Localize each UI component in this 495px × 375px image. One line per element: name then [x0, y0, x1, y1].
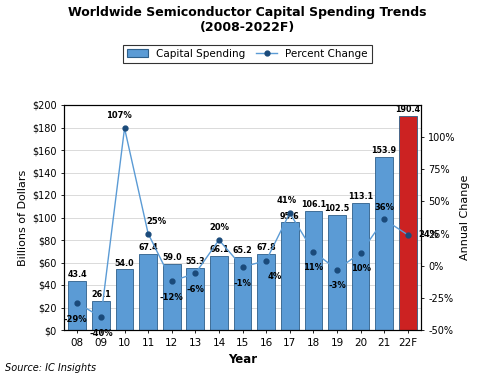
Text: 4%: 4%	[267, 272, 282, 281]
Text: 55.3: 55.3	[186, 257, 205, 266]
Text: 65.2: 65.2	[233, 246, 252, 255]
Bar	[163, 264, 181, 330]
Y-axis label: Billions of Dollars: Billions of Dollars	[18, 170, 28, 266]
Text: 106.1: 106.1	[301, 200, 326, 209]
Text: 24%: 24%	[418, 230, 439, 239]
Text: 10%: 10%	[350, 264, 371, 273]
Text: 41%: 41%	[276, 196, 297, 205]
Bar	[92, 301, 110, 330]
Text: 25%: 25%	[147, 217, 166, 226]
Text: 153.9: 153.9	[372, 146, 396, 155]
Bar	[352, 203, 369, 330]
Bar	[257, 254, 275, 330]
Bar	[281, 222, 298, 330]
Text: 67.8: 67.8	[256, 243, 276, 252]
Text: 54.0: 54.0	[115, 259, 134, 268]
Text: 113.1: 113.1	[348, 192, 373, 201]
Text: Worldwide Semiconductor Capital Spending Trends: Worldwide Semiconductor Capital Spending…	[68, 6, 427, 19]
Bar	[304, 211, 322, 330]
Text: 67.4: 67.4	[138, 243, 158, 252]
Bar	[187, 268, 204, 330]
Text: (2008-2022F): (2008-2022F)	[200, 21, 295, 34]
Bar	[116, 269, 133, 330]
Bar	[328, 214, 346, 330]
Text: 190.4: 190.4	[395, 105, 420, 114]
Text: 26.1: 26.1	[91, 290, 111, 299]
Text: 11%: 11%	[303, 263, 323, 272]
Text: 102.5: 102.5	[324, 204, 349, 213]
Legend: Capital Spending, Percent Change: Capital Spending, Percent Change	[123, 45, 372, 63]
Text: 20%: 20%	[209, 223, 229, 232]
Text: -40%: -40%	[89, 329, 113, 338]
X-axis label: Year: Year	[228, 353, 257, 366]
Bar	[375, 157, 393, 330]
Text: 43.4: 43.4	[67, 270, 87, 279]
Bar	[234, 256, 251, 330]
Text: 36%: 36%	[374, 203, 394, 212]
Text: -12%: -12%	[160, 293, 184, 302]
Text: -29%: -29%	[63, 315, 87, 324]
Text: Source: IC Insights: Source: IC Insights	[5, 363, 96, 373]
Text: 59.0: 59.0	[162, 253, 182, 262]
Y-axis label: Annual Change: Annual Change	[460, 175, 470, 260]
Bar	[68, 281, 86, 330]
Bar	[210, 256, 228, 330]
Text: -6%: -6%	[187, 285, 204, 294]
Bar	[139, 254, 157, 330]
Text: -1%: -1%	[234, 279, 251, 288]
Text: -3%: -3%	[328, 281, 346, 290]
Text: 107%: 107%	[106, 111, 132, 120]
Bar	[399, 116, 417, 330]
Text: 66.1: 66.1	[209, 245, 229, 254]
Text: 95.6: 95.6	[280, 212, 299, 221]
